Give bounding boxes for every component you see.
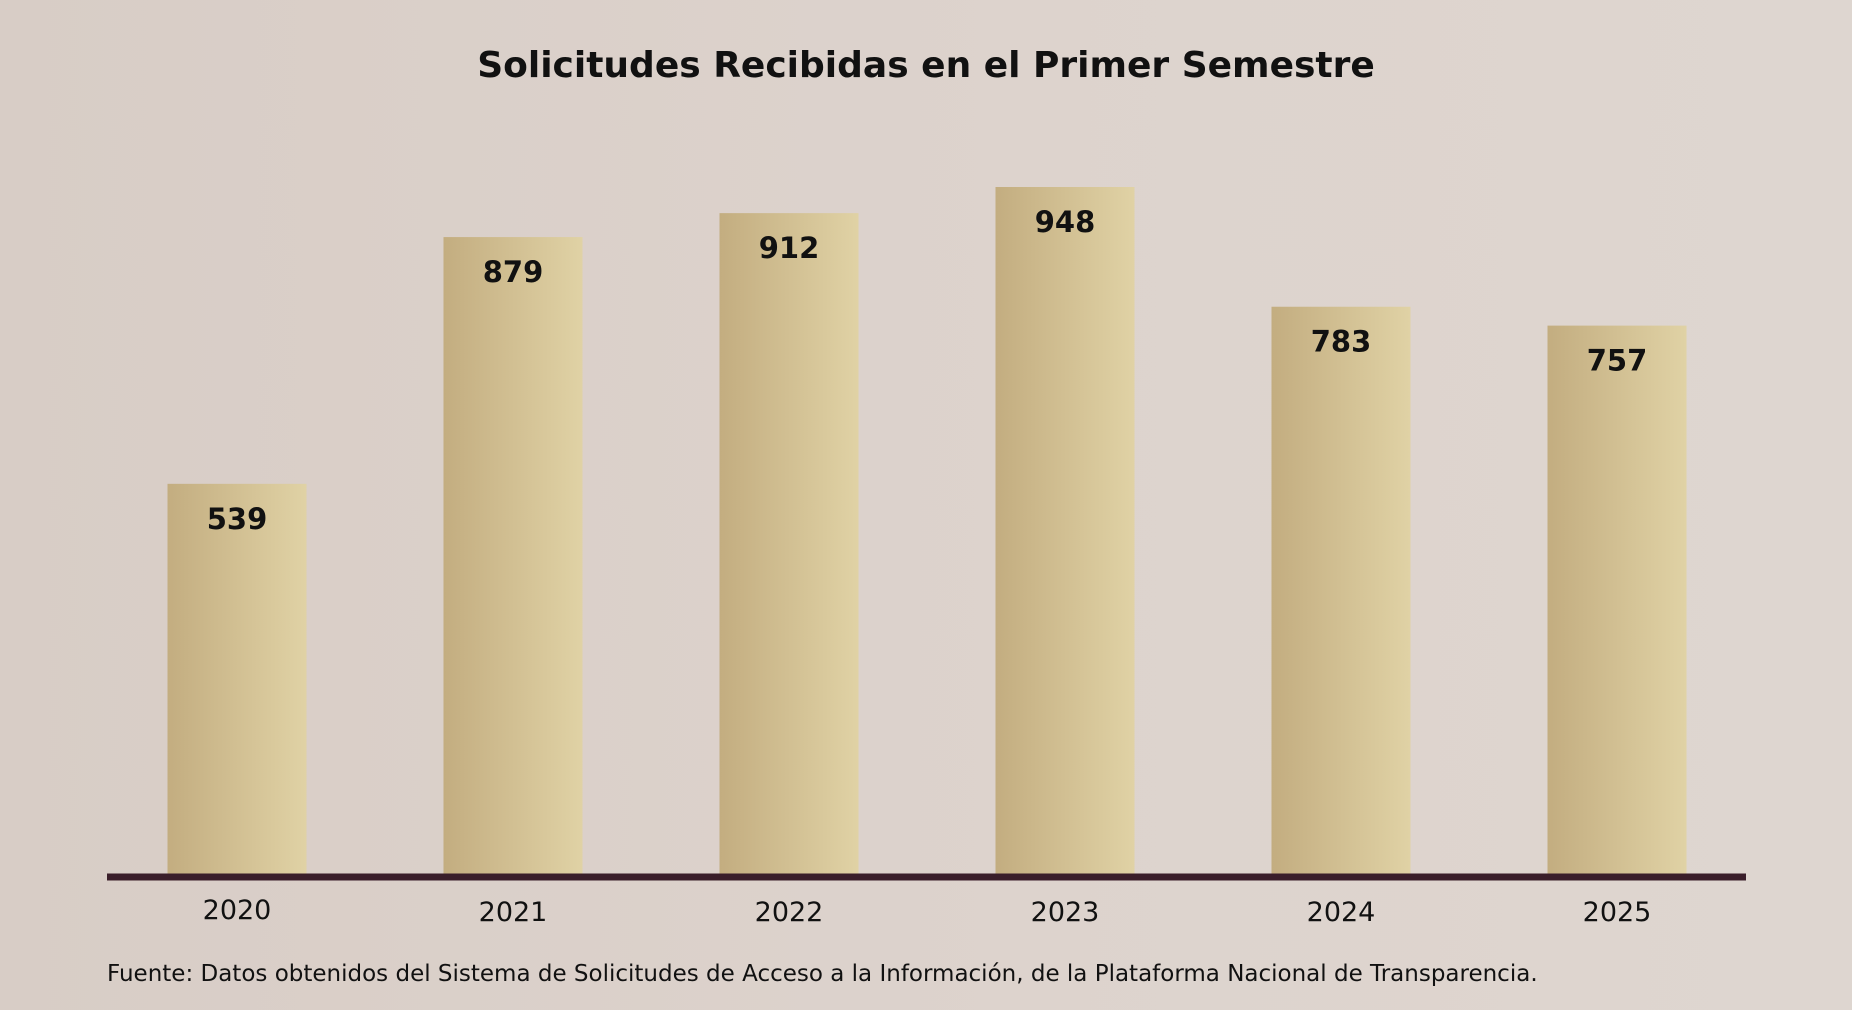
data-label-2022: 912 bbox=[759, 231, 820, 265]
bar-2024 bbox=[1271, 306, 1411, 875]
bars-layer bbox=[167, 187, 1687, 876]
source-note: Fuente: Datos obtenidos del Sistema de S… bbox=[107, 961, 1538, 987]
x-tick-label-2020: 2020 bbox=[203, 895, 272, 926]
x-tick-label-2021: 2021 bbox=[479, 897, 548, 928]
data-labels-layer: 539 879 912 948 783 757 bbox=[207, 205, 1648, 536]
x-tick-label-2025: 2025 bbox=[1583, 897, 1652, 928]
data-label-2021: 879 bbox=[483, 255, 544, 289]
data-label-2025: 757 bbox=[1587, 344, 1648, 378]
data-label-2020: 539 bbox=[207, 502, 268, 536]
bar-2025 bbox=[1547, 325, 1687, 875]
bar-2021 bbox=[443, 237, 583, 876]
x-tick-labels-layer: 2020 2021 2022 2023 2024 2025 bbox=[203, 895, 1652, 928]
bar-2022 bbox=[719, 213, 859, 875]
x-tick-label-2024: 2024 bbox=[1307, 897, 1376, 928]
bar-2023 bbox=[995, 187, 1135, 875]
data-label-2024: 783 bbox=[1311, 325, 1372, 359]
x-tick-label-2022: 2022 bbox=[755, 897, 824, 928]
x-tick-label-2023: 2023 bbox=[1031, 897, 1100, 928]
data-label-2023: 948 bbox=[1035, 205, 1096, 239]
chart-title: Solicitudes Recibidas en el Primer Semes… bbox=[477, 45, 1375, 86]
bar-2020 bbox=[167, 483, 307, 875]
